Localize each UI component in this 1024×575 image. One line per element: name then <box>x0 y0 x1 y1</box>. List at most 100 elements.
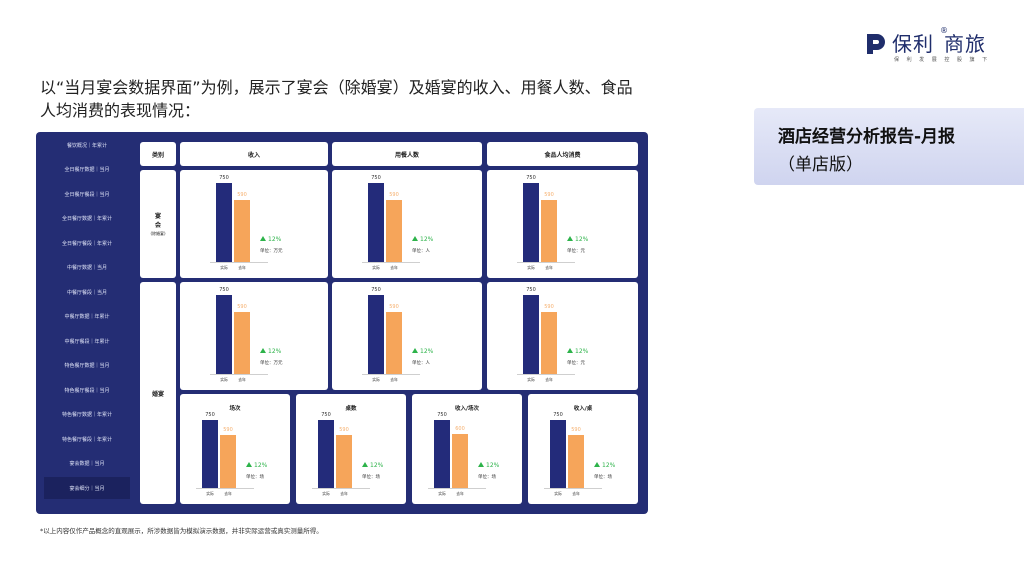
row-label-banquet: 宴 会 (除婚宴) <box>140 170 176 278</box>
sidebar-item[interactable]: 全日餐厅数据｜年累计 <box>61 215 112 222</box>
sidebar-item[interactable]: 宴会数据｜当月 <box>69 460 105 467</box>
bar-value-label: 750 <box>526 175 536 181</box>
report-title: 酒店经营分析报告-月报 <box>778 127 956 147</box>
footnote: *以上内容仅作产品概念的直观展示，所涉数据皆为模拟演示数据，并非实际运营或真实测… <box>40 527 323 535</box>
bar-actual <box>216 183 232 262</box>
category-label: 去年 <box>572 491 580 496</box>
poly-hotels-logo: 保利 商旅 ® 保 利 发 展 控 股 旗 下 <box>862 26 1002 68</box>
category-label: 去年 <box>545 377 553 382</box>
unit-label: 单位：人 <box>412 361 430 366</box>
change-indicator: 12% <box>246 462 267 469</box>
change-indicator: 12% <box>594 462 615 469</box>
category-label: 去年 <box>390 265 398 270</box>
chart-card: 收入/桌 750 实际 590 去年 12% 单位：场 <box>528 394 638 504</box>
category-label: 实际 <box>372 377 380 382</box>
x-axis <box>517 262 575 263</box>
bar-value-label: 750 <box>371 175 381 181</box>
category-label: 实际 <box>220 265 228 270</box>
change-value: 12% <box>370 462 384 469</box>
bar-actual <box>202 420 218 488</box>
change-indicator: 12% <box>567 348 588 355</box>
logo-subtitle: 保 利 发 展 控 股 旗 下 <box>894 57 991 63</box>
unit-label: 单位：场 <box>246 475 264 480</box>
sidebar-item[interactable]: 全日餐厅餐段｜当月 <box>64 191 110 198</box>
category-label: 去年 <box>340 491 348 496</box>
bar-value-label: 750 <box>553 412 563 418</box>
bar-value-label: 590 <box>571 427 581 433</box>
up-triangle-icon <box>567 236 573 241</box>
bar-value-label: 590 <box>339 427 349 433</box>
sidebar-item[interactable]: 中餐厅餐段｜年累计 <box>64 338 110 345</box>
sidebar-item[interactable]: 中餐厅餐段｜当月 <box>66 289 107 296</box>
sidebar-item[interactable]: 特色餐厅数据｜当月 <box>64 362 110 369</box>
up-triangle-icon <box>246 462 252 467</box>
logo-mark-icon <box>867 34 885 54</box>
chart-card: 750 实际 590 去年 12% 单位：万元 <box>180 282 328 390</box>
category-label: 实际 <box>438 491 446 496</box>
up-triangle-icon <box>260 236 266 241</box>
category-label: 实际 <box>554 491 562 496</box>
change-indicator: 12% <box>362 462 383 469</box>
bar-value-label: 590 <box>544 304 554 310</box>
sidebar-item[interactable]: 宴会细分｜当月 <box>44 477 130 499</box>
up-triangle-icon <box>594 462 600 467</box>
bar-last-year <box>234 200 250 262</box>
report-subtitle: （单店版） <box>778 155 863 175</box>
x-axis <box>362 262 420 263</box>
sidebar-item[interactable]: 中餐厅数据｜当月 <box>66 264 107 271</box>
bar-last-year <box>541 312 557 374</box>
intro-text: 以“当月宴会数据界面”为例，展示了宴会（除婚宴）及婚宴的收入、用餐人数、食品人均… <box>40 78 633 120</box>
bar-value-label: 750 <box>437 412 447 418</box>
bar-value-label: 590 <box>544 192 554 198</box>
up-triangle-icon <box>260 348 266 353</box>
dashboard-screenshot: 餐饮概况｜年累计 全日餐厅数据｜当月 全日餐厅餐段｜当月 全日餐厅数据｜年累计 全日餐厅… <box>36 132 648 514</box>
bar-actual <box>368 183 384 262</box>
chart-card: 750 实际 590 去年 12% 单位：元 <box>487 282 638 390</box>
sidebar-item[interactable]: 特色餐厅餐段｜当月 <box>64 387 110 394</box>
sidebar-item[interactable]: 全日餐厅数据｜当月 <box>64 166 110 173</box>
sidebar-item[interactable]: 特色餐厅数据｜年累计 <box>61 411 112 418</box>
chart-card: 750 实际 590 去年 12% 单位：元 <box>487 170 638 278</box>
chart-card: 场次 750 实际 590 去年 12% 单位：场 <box>180 394 290 504</box>
chart-card-title: 场次 <box>229 406 241 412</box>
chart-card-title: 桌数 <box>345 406 357 412</box>
change-value: 12% <box>268 348 282 355</box>
category-label: 去年 <box>224 491 232 496</box>
bar-actual <box>523 183 539 262</box>
category-label: 去年 <box>545 265 553 270</box>
bar-actual <box>318 420 334 488</box>
category-label: 去年 <box>456 491 464 496</box>
x-axis <box>196 488 254 489</box>
unit-label: 单位：场 <box>362 475 380 480</box>
registered-mark: ® <box>940 26 948 35</box>
bar-actual <box>434 420 450 488</box>
x-axis <box>517 374 575 375</box>
category-label: 去年 <box>390 377 398 382</box>
change-value: 12% <box>602 462 616 469</box>
bar-value-label: 750 <box>321 412 331 418</box>
change-value: 12% <box>254 462 268 469</box>
bar-value-label: 750 <box>371 287 381 293</box>
x-axis <box>210 374 268 375</box>
change-value: 12% <box>420 348 434 355</box>
sidebar-item[interactable]: 特色餐厅餐段｜年累计 <box>61 436 112 443</box>
x-axis <box>362 374 420 375</box>
bar-value-label: 750 <box>205 412 215 418</box>
bar-actual <box>368 295 384 374</box>
bar-actual <box>550 420 566 488</box>
chart-card: 750 实际 590 去年 12% 单位：万元 <box>180 170 328 278</box>
bar-last-year <box>386 200 402 262</box>
chart-card: 750 实际 590 去年 12% 单位：人 <box>332 282 482 390</box>
sidebar-item[interactable]: 餐饮概况｜年累计 <box>66 142 107 149</box>
bar-actual <box>216 295 232 374</box>
chart-card: 收入/场次 750 实际 600 去年 12% 单位：场 <box>412 394 522 504</box>
sidebar-item[interactable]: 中餐厅数据｜年累计 <box>64 313 110 320</box>
category-label: 去年 <box>238 377 246 382</box>
row-label-banquet-note: (除婚宴) <box>150 231 166 236</box>
header-revenue: 收入 <box>180 142 328 166</box>
x-axis <box>544 488 602 489</box>
category-label: 去年 <box>238 265 246 270</box>
sidebar-item[interactable]: 全日餐厅餐段｜年累计 <box>61 240 112 247</box>
category-label: 实际 <box>527 265 535 270</box>
row-label-wedding-text: 婚宴 <box>151 390 164 398</box>
